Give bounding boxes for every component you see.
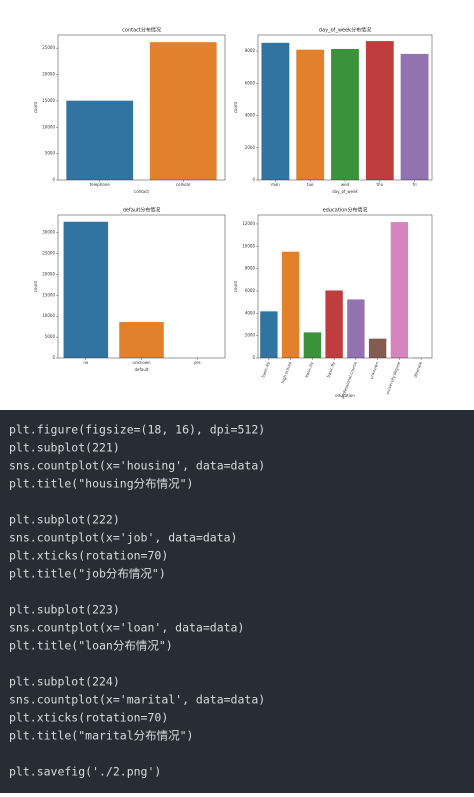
bar — [261, 43, 289, 180]
bar — [66, 101, 133, 180]
y-axis-label: count — [33, 280, 38, 292]
bar — [304, 332, 321, 358]
x-tick-label: fri — [413, 182, 417, 187]
code-line: sns.countplot(x='marital', data=data) — [9, 693, 265, 707]
code-line: sns.countplot(x='housing', data=data) — [9, 459, 265, 473]
x-tick-label: cellular — [176, 182, 191, 187]
code-line: plt.title("marital分布情况") — [9, 729, 193, 743]
bar — [401, 54, 429, 180]
y-tick-label: 20000 — [42, 72, 55, 77]
bar — [64, 222, 109, 358]
y-tick-label: 10000 — [242, 243, 255, 248]
bar — [391, 222, 408, 358]
chart-title: day_of_week分布情况 — [319, 27, 371, 34]
y-axis-label: count — [233, 280, 238, 292]
code-line: plt.title("job分布情况") — [9, 567, 166, 581]
y-tick-label: 5000 — [45, 334, 56, 339]
x-axis-label: default — [134, 367, 149, 372]
bar — [369, 339, 386, 358]
y-tick-label: 6000 — [245, 288, 256, 293]
bar — [366, 41, 394, 180]
code-line: plt.xticks(rotation=70) — [9, 549, 168, 563]
x-tick-label: yes — [194, 360, 201, 365]
bar — [150, 42, 217, 180]
y-tick-label: 2000 — [245, 145, 256, 150]
bar — [296, 50, 324, 180]
y-tick-label: 8000 — [245, 48, 256, 53]
y-tick-label: 20000 — [42, 271, 55, 276]
bar — [325, 290, 342, 358]
bar — [260, 311, 277, 358]
code-line: plt.subplot(222) — [9, 513, 120, 527]
bar — [119, 322, 164, 358]
code-line: sns.countplot(x='loan', data=data) — [9, 621, 244, 635]
y-tick-label: 10000 — [42, 124, 55, 129]
y-tick-label: 10000 — [42, 313, 55, 318]
bar — [282, 252, 299, 358]
x-tick-label: no — [83, 360, 89, 365]
code-line: sns.countplot(x='job', data=data) — [9, 531, 237, 545]
y-tick-label: 4000 — [245, 310, 256, 315]
x-tick-label: mon — [271, 182, 280, 187]
y-tick-label: 12000 — [242, 221, 255, 226]
y-tick-label: 8000 — [245, 266, 256, 271]
bar — [347, 299, 364, 358]
x-tick-label: unknown — [132, 360, 151, 365]
x-axis-label: day_of_week — [332, 189, 358, 194]
code-line: plt.subplot(224) — [9, 675, 120, 689]
code-line: plt.xticks(rotation=70) — [9, 711, 168, 725]
chart-title: education分布情况 — [323, 207, 368, 214]
y-axis-label: count — [33, 101, 38, 113]
y-tick-label: 30000 — [42, 230, 55, 235]
code-line: plt.subplot(221) — [9, 441, 120, 455]
bar — [331, 49, 359, 180]
y-tick-label: 25000 — [42, 250, 55, 255]
code-line: plt.figure(figsize=(18, 16), dpi=512) — [9, 423, 265, 437]
y-tick-label: 6000 — [245, 80, 256, 85]
code-line: plt.savefig('./2.png') — [9, 765, 161, 779]
y-tick-label: 2000 — [245, 333, 256, 338]
code-line: plt.subplot(223) — [9, 603, 120, 617]
x-tick-label: tue — [307, 182, 314, 187]
chart-title: contact分布情况 — [122, 27, 161, 34]
code-line: plt.title("loan分布情况") — [9, 639, 173, 653]
y-tick-label: 15000 — [42, 292, 55, 297]
y-axis-label: count — [233, 101, 238, 113]
y-tick-label: 15000 — [42, 98, 55, 103]
x-axis-label: contact — [134, 189, 149, 194]
y-tick-label: 4000 — [245, 113, 256, 118]
x-tick-label: telephone — [90, 182, 111, 187]
x-tick-label: thu — [376, 182, 383, 187]
code-line: plt.title("housing分布情况") — [9, 477, 193, 491]
chart-title: default分布情况 — [123, 207, 161, 214]
y-tick-label: 5000 — [45, 151, 56, 156]
y-tick-label: 25000 — [42, 45, 55, 50]
x-tick-label: wed — [341, 182, 350, 187]
